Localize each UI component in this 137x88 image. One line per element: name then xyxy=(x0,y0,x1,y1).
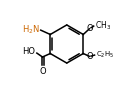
Text: CH$_3$: CH$_3$ xyxy=(95,20,112,32)
Text: H$_2$N: H$_2$N xyxy=(22,23,40,36)
Text: HO: HO xyxy=(23,47,35,56)
Text: O: O xyxy=(40,67,46,76)
Text: O: O xyxy=(86,52,93,61)
Text: C$_2$H$_5$: C$_2$H$_5$ xyxy=(96,50,114,60)
Text: O: O xyxy=(86,24,93,33)
